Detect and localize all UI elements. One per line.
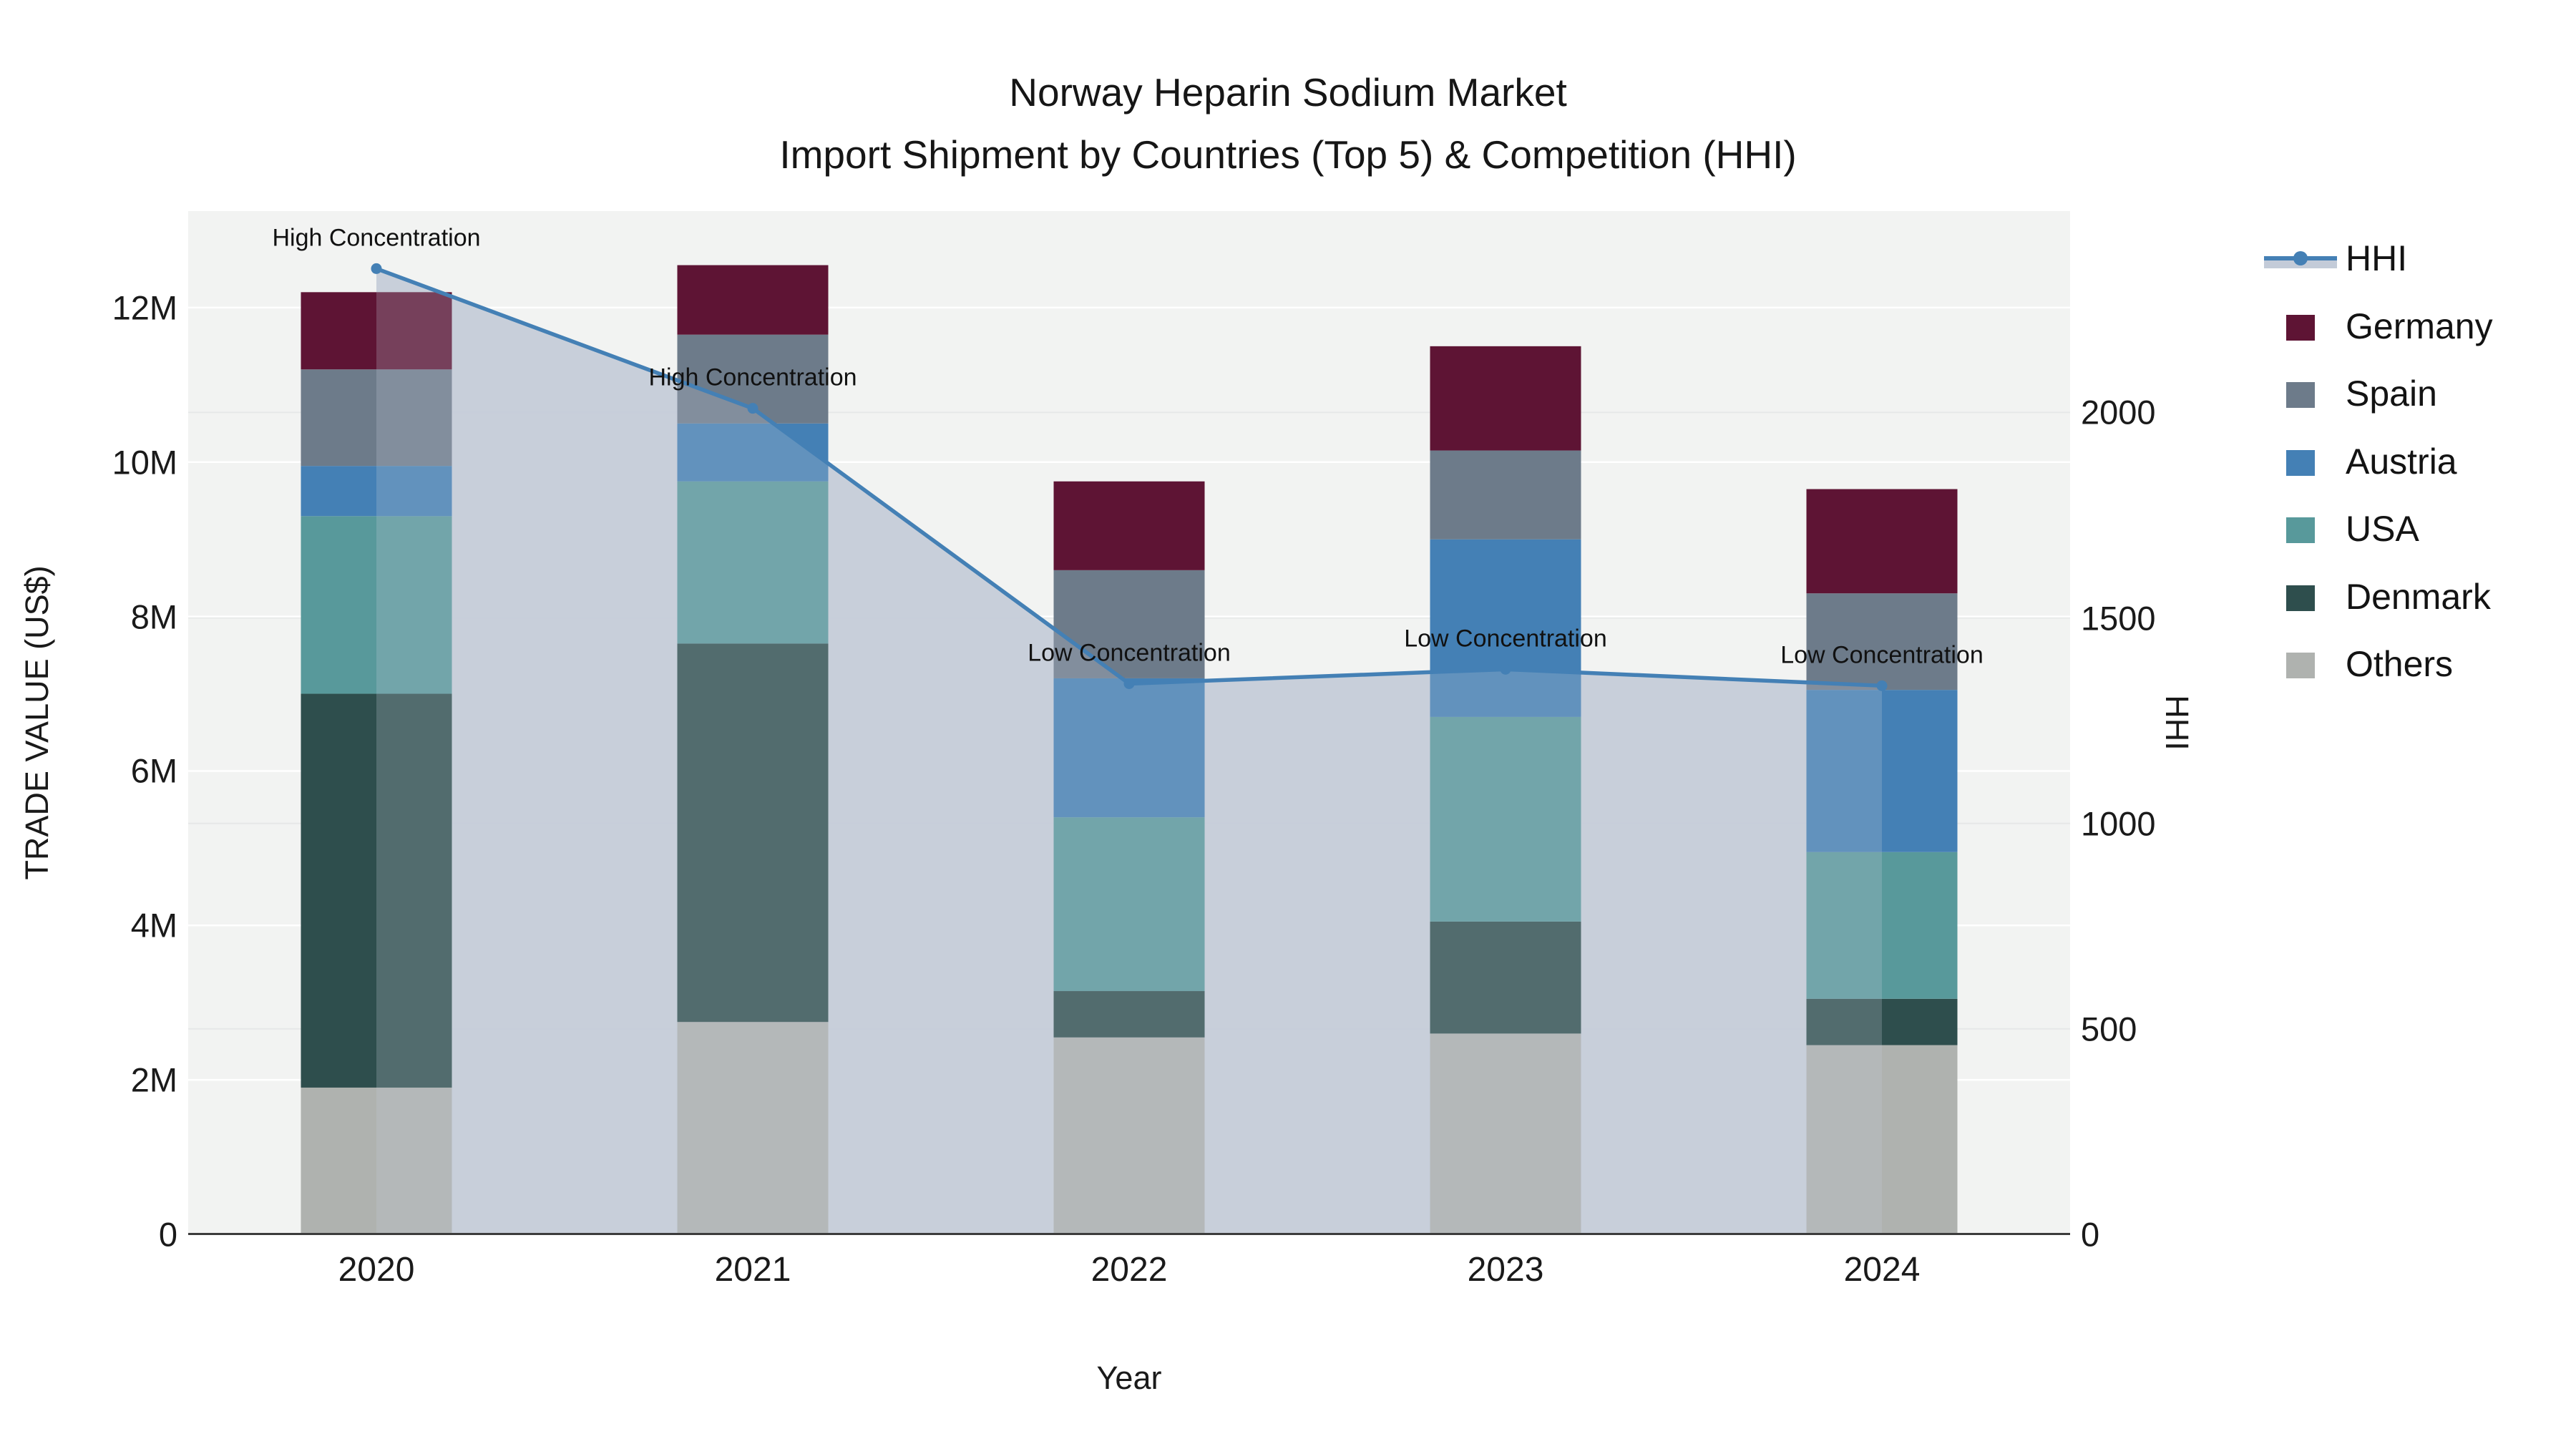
bar-segment-denmark-2024	[1806, 998, 1958, 1045]
x-tick-2022: 2022	[1091, 1251, 1168, 1289]
bar-segment-usa-2020	[301, 516, 452, 694]
y-right-tick-1500: 1500	[2081, 599, 2156, 638]
annotation-2021: High Concentration	[648, 364, 857, 391]
annotation-2024: Low Concentration	[1780, 641, 1984, 668]
y-left-tick-12M: 12M	[112, 288, 177, 327]
bar-segment-austria-2022	[1053, 678, 1205, 818]
legend-item-austria[interactable]: Austria	[2254, 438, 2569, 488]
bar-segment-others-2024	[1806, 1045, 1958, 1234]
bar-segment-denmark-2022	[1053, 991, 1205, 1038]
austria-legend-swatch	[2286, 449, 2315, 476]
bar-segment-others-2023	[1430, 1033, 1581, 1234]
spain-legend-swatch	[2286, 382, 2315, 408]
bar-segment-spain-2020	[301, 369, 452, 467]
bar-segment-austria-2023	[1430, 539, 1581, 717]
bar-segment-germany-2021	[677, 265, 829, 335]
y-right-tick-1000: 1000	[2081, 804, 2156, 843]
legend-item-spain[interactable]: Spain	[2254, 370, 2569, 420]
legend-item-others[interactable]: Others	[2254, 640, 2569, 691]
bar-segment-others-2021	[677, 1022, 829, 1234]
legend-label-spain: Spain	[2346, 374, 2437, 414]
y-left-tick-4M: 4M	[130, 906, 177, 945]
legend-label-austria: Austria	[2346, 441, 2457, 482]
bar-segment-austria-2024	[1806, 690, 1958, 852]
bars-group	[301, 265, 1958, 1234]
hhi-marker-2023	[1500, 663, 1511, 675]
legend-item-usa[interactable]: USA	[2254, 505, 2569, 555]
y-right-tick-0: 0	[2081, 1215, 2100, 1254]
bar-segment-austria-2021	[677, 423, 829, 482]
bar-2024	[1806, 489, 1958, 1234]
legend-label-denmark: Denmark	[2346, 576, 2491, 617]
bar-segment-usa-2023	[1430, 716, 1581, 922]
y-left-tick-10M: 10M	[112, 443, 177, 482]
hhi-marker-2024	[1876, 680, 1888, 691]
bar-2020	[301, 292, 452, 1234]
bar-2022	[1053, 481, 1205, 1234]
legend-label-usa: USA	[2346, 509, 2419, 549]
legend-item-denmark[interactable]: Denmark	[2254, 573, 2569, 623]
annotation-2020: High Concentration	[272, 224, 480, 251]
bar-2023	[1430, 346, 1581, 1234]
hhi-line-legend-icon	[2264, 251, 2337, 268]
usa-legend-swatch	[2286, 517, 2315, 543]
hhi-marker-2022	[1123, 678, 1135, 689]
y-axis-left-title: TRADE VALUE (US$)	[19, 565, 55, 880]
hhi-marker-2020	[371, 263, 382, 274]
y-axis-right-title: HHI	[2159, 695, 2195, 751]
germany-legend-swatch	[2286, 314, 2315, 341]
bar-segment-others-2020	[301, 1087, 452, 1234]
bar-segment-germany-2023	[1430, 346, 1581, 451]
plot-canvas: High Concentration High Concentration Low …	[188, 224, 2070, 1234]
x-tick-2024: 2024	[1843, 1251, 1921, 1289]
annotation-2022: Low Concentration	[1028, 639, 1231, 666]
bar-segment-germany-2022	[1053, 481, 1205, 570]
bar-segment-spain-2023	[1430, 450, 1581, 540]
y-left-tick-8M: 8M	[130, 597, 177, 636]
legend-label-others: Others	[2346, 644, 2454, 684]
bar-segment-spain-2022	[1053, 570, 1205, 678]
legend-item-hhi[interactable]: HHI	[2254, 235, 2569, 285]
annotation-2023: Low Concentration	[1404, 625, 1607, 652]
others-legend-swatch	[2286, 653, 2315, 678]
hhi-marker-2021	[747, 403, 758, 414]
bar-2021	[677, 265, 829, 1234]
legend-label-germany: Germany	[2346, 306, 2493, 346]
chart-title-line-1: Norway Heparin Sodium Market	[1009, 70, 1567, 114]
hhi-area-veil	[376, 268, 1882, 1234]
bar-segment-usa-2022	[1053, 817, 1205, 992]
x-tick-2023: 2023	[1467, 1251, 1544, 1289]
x-tick-2020: 2020	[338, 1251, 415, 1289]
x-tick-2021: 2021	[714, 1251, 791, 1289]
bar-segment-austria-2020	[301, 466, 452, 517]
bar-segment-usa-2021	[677, 481, 829, 644]
x-axis-line	[188, 1233, 2070, 1235]
bar-segment-denmark-2020	[301, 693, 452, 1088]
y-left-tick-6M: 6M	[130, 751, 177, 790]
y-right-tick-2000: 2000	[2081, 393, 2156, 431]
denmark-legend-swatch	[2286, 585, 2315, 611]
y-right-tick-500: 500	[2081, 1010, 2137, 1048]
chart-title-line-2: Import Shipment by Countries (Top 5) & C…	[779, 132, 1797, 177]
x-axis-title: Year	[1096, 1360, 1162, 1396]
bar-segment-germany-2020	[301, 292, 452, 370]
bar-segment-others-2022	[1053, 1037, 1205, 1234]
bar-segment-usa-2024	[1806, 852, 1958, 999]
bar-segment-germany-2024	[1806, 489, 1958, 594]
bar-segment-spain-2024	[1806, 593, 1958, 691]
bar-segment-denmark-2023	[1430, 921, 1581, 1034]
y-left-tick-0: 0	[158, 1215, 177, 1254]
legend-item-germany[interactable]: Germany	[2254, 303, 2569, 353]
hhi-legend-marker	[2293, 251, 2308, 265]
y-left-tick-2M: 2M	[130, 1060, 177, 1099]
bar-segment-denmark-2021	[677, 643, 829, 1023]
legend-label-hhi: HHI	[2346, 238, 2408, 278]
